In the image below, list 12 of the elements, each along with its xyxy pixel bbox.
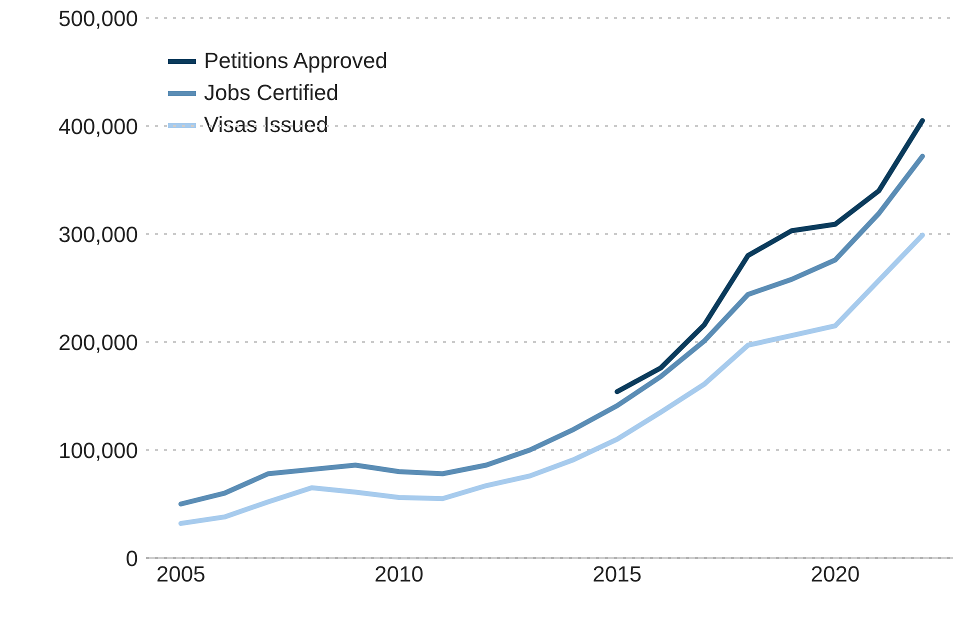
x-tick-label: 2015 (592, 562, 642, 587)
y-tick-label: 200,000 (58, 330, 138, 355)
y-tick-label: 400,000 (58, 114, 138, 139)
legend-label: Petitions Approved (204, 48, 388, 74)
x-tick-label: 2020 (810, 562, 860, 587)
y-tick-label: 300,000 (58, 222, 138, 247)
legend-label: Jobs Certified (204, 80, 339, 106)
y-tick-label: 100,000 (58, 438, 138, 463)
x-tick-label: 2005 (156, 562, 206, 587)
y-tick-label: 0 (126, 546, 138, 571)
y-tick-label: 500,000 (58, 6, 138, 31)
x-tick-label: 2010 (374, 562, 424, 587)
